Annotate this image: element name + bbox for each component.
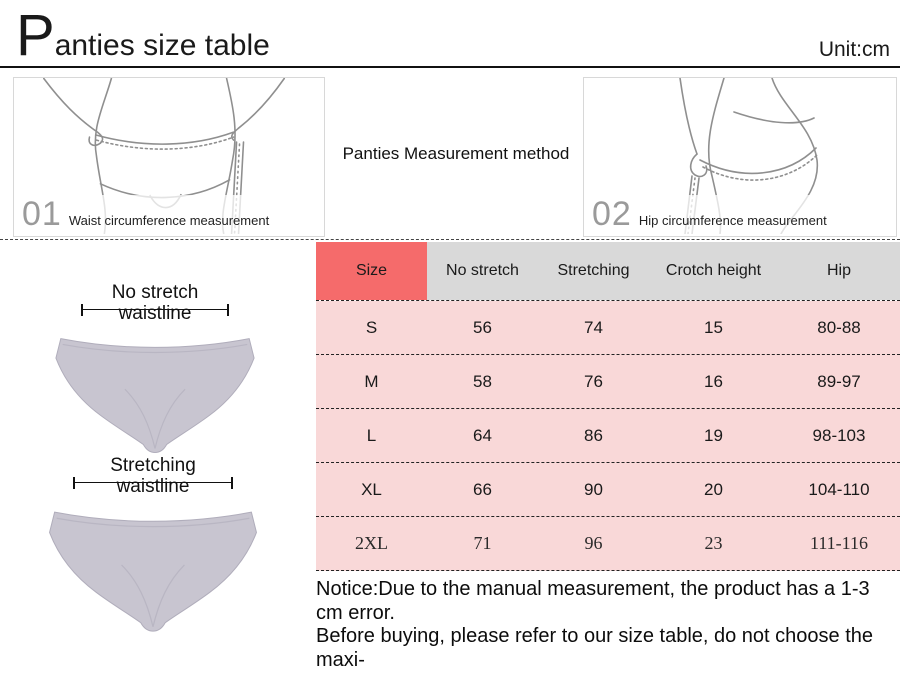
measure-line bbox=[73, 477, 233, 489]
stretching-figure: Stretching waistline bbox=[28, 455, 278, 642]
size-value: XL bbox=[361, 479, 382, 499]
waist-measurement-box: 01 Waist circumference measurement bbox=[13, 77, 325, 237]
table-row-m: M 58 76 16 89-97 bbox=[316, 355, 900, 409]
title-divider bbox=[0, 66, 900, 68]
section-dashed-divider bbox=[0, 239, 900, 240]
measure-tick-right bbox=[231, 477, 233, 489]
table-row-s: S 56 74 15 80-88 bbox=[316, 301, 900, 355]
table-row-2xl: 2XL 71 96 23 111-116 bbox=[316, 517, 900, 571]
step-01-label: Waist circumference measurement bbox=[68, 213, 270, 228]
hip-value: 80-88 bbox=[817, 317, 861, 337]
no-stretch-value: 58 bbox=[473, 371, 492, 391]
crotch-height-value: 20 bbox=[704, 479, 723, 499]
step-01-number: 01 bbox=[22, 195, 62, 233]
column-header-crotch-height: Crotch height bbox=[649, 242, 778, 300]
size-table: Size No stretch Stretching Crotch height… bbox=[316, 242, 900, 571]
notice-line: mum or minimum value, please choose the … bbox=[316, 672, 900, 674]
notice-line: Before buying, please refer to our size … bbox=[316, 625, 874, 671]
size-table-header: Size No stretch Stretching Crotch height… bbox=[316, 242, 900, 301]
crotch-height-value: 15 bbox=[704, 317, 723, 337]
panty-no-stretch-image bbox=[55, 338, 255, 454]
stretching-value: 90 bbox=[584, 479, 603, 499]
hip-measurement-box: 02 Hip circumference measurement bbox=[583, 77, 897, 237]
size-value: M bbox=[364, 371, 379, 391]
no-stretch-figure: No stretch waistline bbox=[30, 282, 280, 463]
waistline-label: waistline bbox=[118, 303, 192, 324]
stretching-value: 96 bbox=[584, 533, 603, 553]
stretching-value: 86 bbox=[584, 425, 603, 445]
size-value: L bbox=[366, 425, 377, 445]
measure-tick-left bbox=[73, 477, 75, 489]
column-header-stretching: Stretching bbox=[538, 242, 649, 300]
stretching-value: 74 bbox=[584, 317, 603, 337]
column-header-no-stretch: No stretch bbox=[427, 242, 538, 300]
unit-label: Unit:cm bbox=[818, 38, 890, 61]
step-01: 01 Waist circumference measurement bbox=[22, 195, 270, 234]
notice-line: Notice:Due to the manual measurement, th… bbox=[316, 578, 870, 624]
table-row-xl: XL 66 90 20 104-110 bbox=[316, 463, 900, 517]
notice-text: Notice:Due to the manual measurement, th… bbox=[316, 578, 900, 674]
no-stretch-value: 71 bbox=[473, 533, 492, 553]
waistline-label: waistline bbox=[116, 476, 190, 497]
measure-tick-right bbox=[227, 304, 229, 316]
stretching-value: 76 bbox=[584, 371, 603, 391]
hip-value: 111-116 bbox=[810, 533, 868, 553]
hip-value: 89-97 bbox=[817, 371, 861, 391]
step-02: 02 Hip circumference measurement bbox=[592, 195, 827, 234]
crotch-height-value: 19 bbox=[704, 425, 723, 445]
stretching-label: Stretching bbox=[110, 455, 196, 476]
page-title: Panties size table bbox=[16, 6, 270, 66]
measure-bar bbox=[81, 309, 229, 310]
crotch-height-value: 16 bbox=[704, 371, 723, 391]
no-stretch-label: No stretch bbox=[111, 282, 199, 303]
step-02-number: 02 bbox=[592, 195, 632, 233]
step-02-label: Hip circumference measurement bbox=[638, 213, 827, 228]
size-value: 2XL bbox=[355, 533, 388, 553]
measure-bar bbox=[73, 482, 233, 483]
hip-value: 104-110 bbox=[808, 479, 870, 499]
crotch-height-value: 23 bbox=[704, 533, 723, 553]
page-title-rest: anties size table bbox=[54, 29, 270, 62]
measure-line bbox=[81, 304, 229, 316]
hip-value: 98-103 bbox=[812, 425, 866, 445]
no-stretch-value: 64 bbox=[473, 425, 492, 445]
size-value: S bbox=[365, 317, 378, 337]
column-header-size: Size bbox=[316, 242, 427, 300]
panty-stretching-image bbox=[49, 511, 257, 632]
column-header-hip: Hip bbox=[778, 242, 900, 300]
measurement-method-heading: Panties Measurement method bbox=[342, 144, 570, 163]
measure-tick-left bbox=[81, 304, 83, 316]
no-stretch-value: 66 bbox=[473, 479, 492, 499]
table-row-l: L 64 86 19 98-103 bbox=[316, 409, 900, 463]
page-title-initial: P bbox=[16, 3, 55, 68]
no-stretch-value: 56 bbox=[473, 317, 492, 337]
